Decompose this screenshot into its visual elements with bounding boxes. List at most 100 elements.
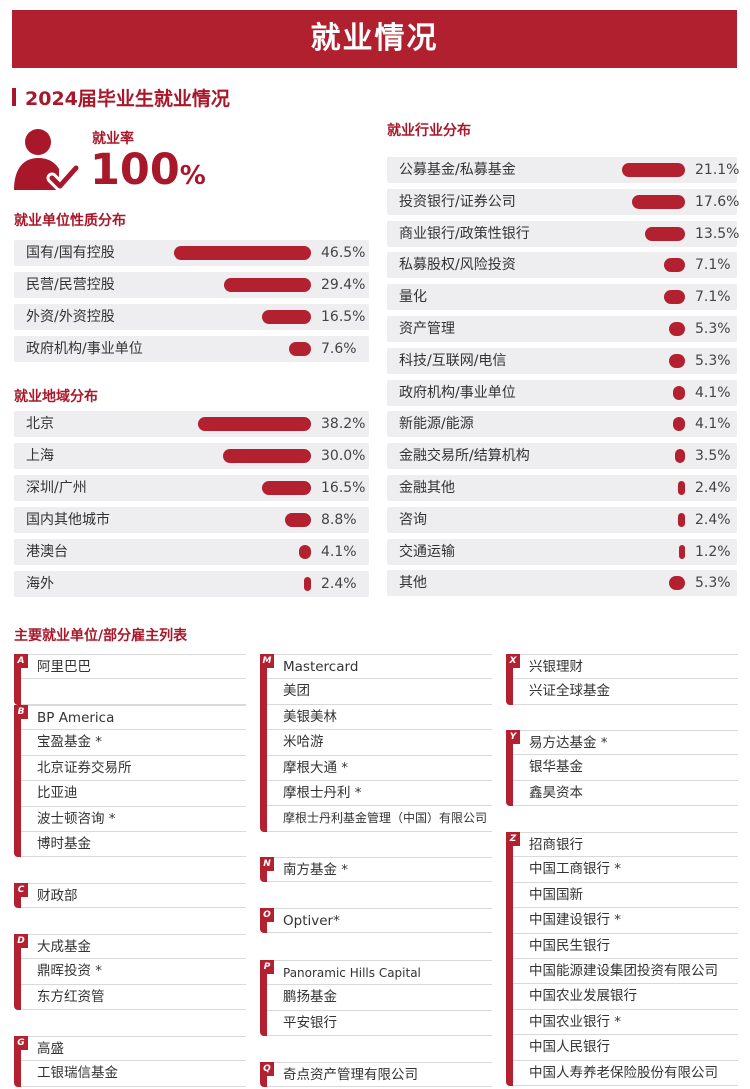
industry-row-value: 21.1% xyxy=(695,162,740,178)
group-letter-badge: B xyxy=(14,705,28,719)
employer-item: 大成基金 xyxy=(21,934,246,960)
industry-row: 科技/互联网/电信 5.3% xyxy=(387,347,737,374)
nature-row: 外资/外资控股 16.5% xyxy=(14,304,369,330)
industry-row-bar xyxy=(644,226,685,241)
employer-group-z: Z 招商银行 中国工商银行 * 中国国新 中国建设银行 * 中国民生银行 中国能源建设集团投… xyxy=(506,832,738,1086)
region-row-label: 国内其他城市 xyxy=(26,512,110,528)
industry-row-label: 咨询 xyxy=(399,511,427,528)
industry-row: 投资银行/证券公司 17.6% xyxy=(387,188,739,215)
nature-row-value: 29.4% xyxy=(321,277,366,293)
group-letter-badge: G xyxy=(14,1036,28,1050)
region-row-label: 海外 xyxy=(26,576,54,592)
region-row: 上海 30.0% xyxy=(14,443,369,469)
nature-row: 国有/国有控股 46.5% xyxy=(14,240,369,266)
industry-row-value: 3.5% xyxy=(695,448,731,465)
region-row: 国内其他城市 8.8% xyxy=(14,507,369,533)
industry-row-bar xyxy=(663,290,685,305)
nature-row-bar xyxy=(288,342,311,356)
industry-row-label: 金融交易所/结算机构 xyxy=(399,448,530,465)
industry-row-label: 资产管理 xyxy=(399,321,455,337)
group-letter-badge: M xyxy=(260,654,274,668)
industry-distribution-title: 就业行业分布 xyxy=(387,123,471,139)
employer-item: 鼎晖投资 * xyxy=(21,959,246,985)
employment-rate-value: 100% xyxy=(90,146,206,200)
industry-row: 资产管理 5.3% xyxy=(387,316,737,342)
group-letter-badge: N xyxy=(260,857,274,871)
nature-row-bar xyxy=(224,278,311,292)
employer-group-g: G 高盛 工银瑞信基金 xyxy=(14,1036,246,1087)
employer-item: 财政部 xyxy=(21,883,246,909)
employer-item: 阿里巴巴 xyxy=(21,654,246,680)
region-row-value: 8.8% xyxy=(321,512,357,528)
industry-row-label: 科技/互联网/电信 xyxy=(399,352,507,369)
employer-group-m: M Mastercard 美团 美银美林 米哈游 摩根大通 * 摩根士丹利 * 摩根士丹利基金… xyxy=(260,654,492,832)
industry-row: 公募基金/私募基金 21.1% xyxy=(387,157,740,183)
employer-item: 银华基金 xyxy=(513,755,738,781)
industry-row-bar xyxy=(669,322,685,336)
industry-row-value: 1.2% xyxy=(695,543,731,560)
industry-row-bar xyxy=(672,385,685,400)
industry-row: 私募股权/风险投资 7.1% xyxy=(387,252,737,279)
nature-row-bar xyxy=(173,246,311,260)
employer-item: BP America xyxy=(21,705,246,731)
employer-item: 鹏扬基金 xyxy=(267,985,492,1011)
employer-group-q: Q 奇点资产管理有限公司 xyxy=(260,1062,492,1088)
nature-row-value: 16.5% xyxy=(321,309,366,325)
group-letter-badge: Y xyxy=(506,730,520,744)
industry-row-label: 量化 xyxy=(399,289,427,306)
region-row-value: 16.5% xyxy=(321,480,366,496)
group-letter-badge: X xyxy=(506,654,520,668)
employer-item: 美银美林 xyxy=(267,705,492,731)
employer-item: Optiver* xyxy=(267,908,492,934)
graduate-check-icon xyxy=(14,129,80,192)
region-row-value: 2.4% xyxy=(321,576,357,592)
employer-item: 摩根士丹利基金管理（中国）有限公司 xyxy=(267,806,492,832)
region-row-value: 4.1% xyxy=(321,544,357,560)
region-row: 深圳/广州 16.5% xyxy=(14,475,369,501)
industry-row-value: 4.1% xyxy=(695,384,731,401)
employer-item: 高盛 xyxy=(21,1036,246,1062)
industry-row-label: 私募股权/风险投资 xyxy=(399,257,516,274)
industry-row: 金融交易所/结算机构 3.5% xyxy=(387,443,737,470)
nature-row-bar xyxy=(262,310,311,324)
region-row-label: 深圳/广州 xyxy=(26,480,87,496)
nature-distribution-title: 就业单位性质分布 xyxy=(14,213,126,229)
industry-row-label: 新能源/能源 xyxy=(399,416,474,433)
group-letter-badge: Q xyxy=(260,1062,274,1076)
industry-row-value: 2.4% xyxy=(695,480,731,496)
employer-item: 波士顿咨询 * xyxy=(21,807,246,832)
group-letter-badge: P xyxy=(260,960,274,974)
nature-row-value: 46.5% xyxy=(321,245,366,261)
section-title-text: 2024届毕业生就业情况 xyxy=(25,87,230,110)
industry-row: 商业银行/政策性银行 13.5% xyxy=(387,220,740,247)
employer-item: 中国人寿养老保险股份有限公司 xyxy=(513,1061,738,1086)
employer-item: 美团 xyxy=(267,679,492,705)
industry-row-bar xyxy=(679,544,685,559)
industry-row-bar xyxy=(669,576,685,591)
group-letter-badge: A xyxy=(14,654,28,668)
industry-row-bar xyxy=(677,512,685,527)
industry-row-value: 13.5% xyxy=(695,225,740,242)
industry-row-value: 7.1% xyxy=(695,257,731,274)
employer-item: Mastercard xyxy=(267,654,492,680)
region-row-value: 38.2% xyxy=(321,416,366,432)
nature-row-label: 国有/国有控股 xyxy=(26,245,115,261)
nature-row: 政府机构/事业单位 7.6% xyxy=(14,336,369,362)
industry-row-label: 政府机构/事业单位 xyxy=(399,384,516,401)
region-row-bar xyxy=(262,481,311,495)
group-letter-badge: D xyxy=(14,934,28,948)
region-row-bar xyxy=(303,577,311,591)
industry-row-label: 公募基金/私募基金 xyxy=(399,162,516,178)
industry-row-value: 2.4% xyxy=(695,511,731,528)
region-row-label: 上海 xyxy=(26,448,54,464)
employer-item xyxy=(21,679,246,705)
employer-item: 摩根大通 * xyxy=(267,756,492,781)
nature-row-label: 民营/民营控股 xyxy=(26,277,115,293)
rate-unit: % xyxy=(179,161,206,191)
employer-group-p: P Panoramic Hills Capital 鹏扬基金 平安银行 xyxy=(260,960,492,1037)
employer-item: 南方基金 * xyxy=(267,857,492,883)
employer-item: 中国人民银行 xyxy=(513,1035,738,1061)
region-row: 港澳台 4.1% xyxy=(14,539,369,565)
region-row-bar xyxy=(222,449,311,463)
employment-rate-label: 就业率 xyxy=(92,131,134,147)
